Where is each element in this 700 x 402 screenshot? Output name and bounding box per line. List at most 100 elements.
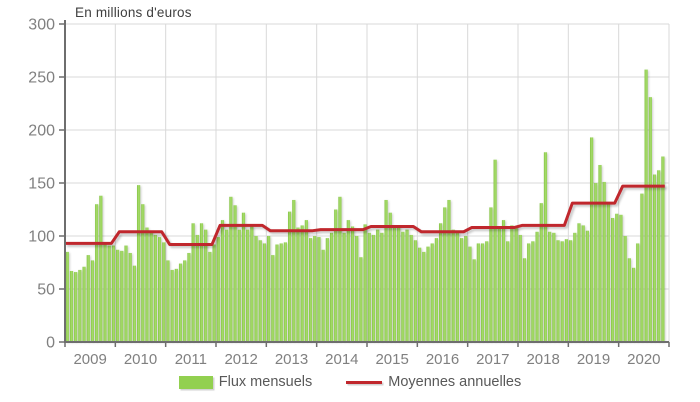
bar — [191, 223, 195, 342]
legend-item-flux-mensuels: Flux mensuels — [178, 374, 312, 390]
bar — [451, 229, 455, 342]
bar — [443, 207, 447, 342]
bar — [552, 232, 556, 342]
bar — [506, 241, 510, 342]
bar — [170, 269, 174, 342]
bar — [648, 97, 652, 342]
bar — [480, 243, 485, 342]
bar — [426, 246, 430, 342]
bar — [90, 260, 95, 342]
x-tick-label: 2012 — [224, 351, 257, 368]
bar — [459, 238, 464, 342]
bar — [489, 207, 493, 342]
x-tick-label: 2014 — [325, 351, 358, 368]
bar — [598, 164, 602, 342]
x-tick-label: 2020 — [627, 351, 660, 368]
bar — [371, 234, 376, 342]
legend-item-moyennes-annuelles: Moyennes annuelles — [346, 374, 521, 390]
bar — [162, 242, 166, 342]
bar — [577, 223, 581, 342]
bar — [623, 236, 627, 342]
bar — [178, 263, 183, 342]
bar — [631, 267, 636, 342]
bar — [300, 225, 304, 342]
bar — [321, 249, 325, 342]
bar — [430, 243, 434, 342]
bar — [149, 230, 153, 342]
bar — [610, 217, 615, 342]
bar — [258, 240, 262, 342]
bar — [329, 232, 334, 342]
bar — [120, 250, 124, 342]
bar — [455, 231, 459, 342]
bar — [103, 244, 107, 342]
bar — [447, 199, 451, 342]
bar — [569, 240, 573, 342]
x-tick-label: 2013 — [275, 351, 308, 368]
bar — [548, 231, 552, 342]
bar — [225, 229, 229, 342]
x-tick-label: 2010 — [124, 351, 157, 368]
bar — [380, 232, 384, 342]
x-tick-label: 2016 — [426, 351, 459, 368]
bar — [116, 249, 120, 342]
bar — [86, 255, 90, 342]
bar — [279, 243, 283, 342]
bar — [661, 156, 665, 342]
bar — [581, 225, 585, 342]
bar — [174, 268, 178, 342]
bar — [560, 241, 564, 342]
bar — [657, 170, 661, 342]
bar — [124, 245, 128, 342]
bar — [128, 252, 132, 342]
bar — [493, 159, 497, 342]
bar — [434, 238, 438, 342]
bar — [636, 243, 640, 342]
bar — [241, 212, 246, 342]
bar — [65, 251, 69, 342]
y-axis-labels: 300 250 200 150 100 50 0 — [28, 17, 55, 352]
bar — [518, 234, 522, 342]
bar — [619, 214, 623, 342]
bar — [652, 174, 657, 342]
legend: Flux mensuels Moyennes annuelles — [0, 374, 700, 390]
bar — [166, 260, 170, 342]
bar — [606, 202, 610, 342]
x-tick-label: 2009 — [73, 351, 106, 368]
bar — [472, 259, 476, 342]
bar — [275, 244, 279, 342]
bar — [183, 260, 187, 342]
bar — [99, 195, 103, 342]
bar — [388, 212, 392, 342]
bar — [556, 240, 560, 342]
bar — [350, 226, 355, 342]
bar — [157, 237, 162, 342]
x-tick-label: 2011 — [175, 351, 207, 368]
bar — [250, 226, 254, 342]
bar — [535, 231, 539, 342]
bar — [355, 236, 359, 342]
bar — [74, 272, 78, 342]
bar — [401, 231, 405, 342]
bar — [267, 236, 271, 342]
bar — [346, 220, 350, 342]
bar-series-swatch-icon — [178, 375, 213, 389]
bar — [317, 237, 321, 342]
bar — [246, 229, 250, 342]
bar — [590, 137, 594, 342]
bar — [543, 152, 548, 342]
bar — [288, 211, 292, 342]
y-tick-label: 150 — [28, 176, 55, 193]
bar — [367, 232, 371, 342]
bar — [422, 251, 426, 342]
bar — [527, 243, 531, 342]
bar — [585, 230, 589, 342]
gridlines — [65, 23, 670, 342]
bar — [195, 234, 199, 342]
bar — [137, 185, 141, 342]
bar — [313, 236, 317, 342]
bar — [464, 236, 468, 342]
bar — [376, 229, 380, 342]
bar — [514, 226, 518, 342]
